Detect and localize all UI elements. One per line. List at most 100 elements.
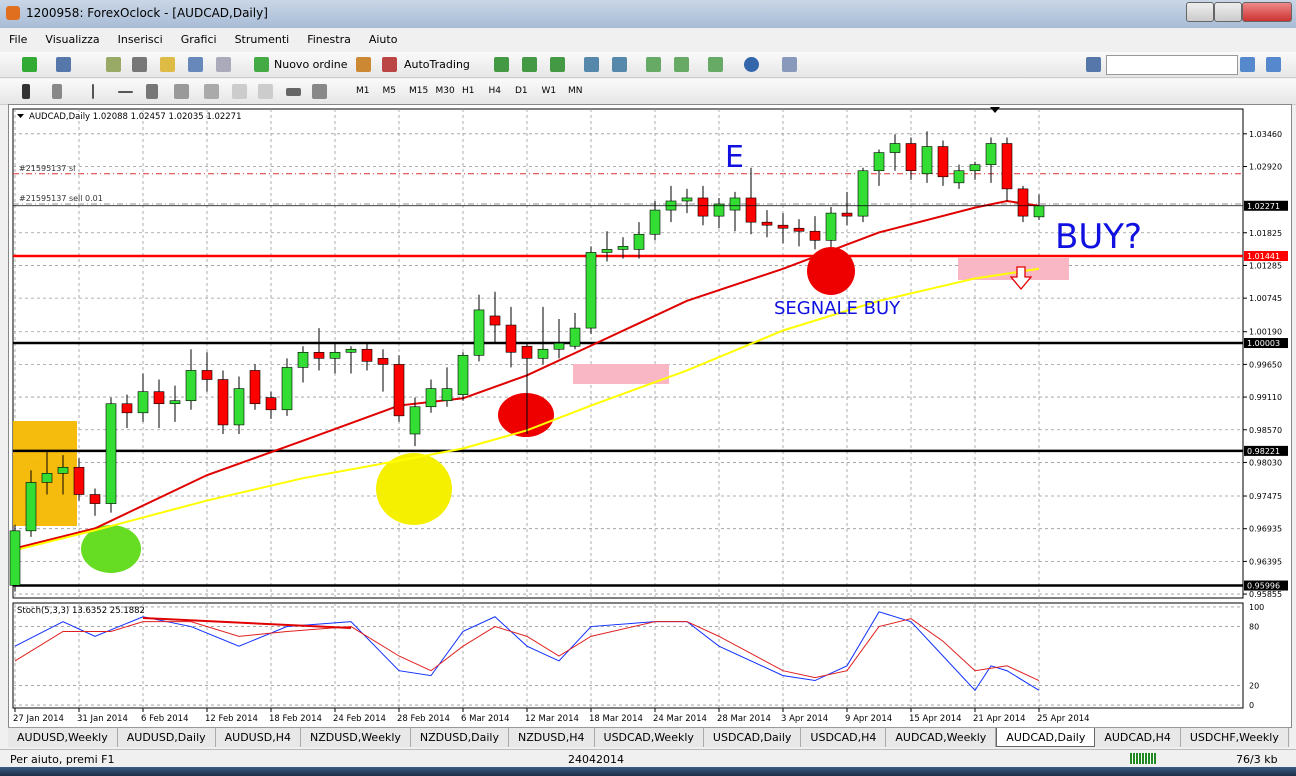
tool-icon[interactable] [674,57,689,72]
crosshair-tool[interactable] [52,84,62,99]
search-button[interactable] [1240,57,1255,72]
status-bar: Per aiuto, premi F1 24042014 76/3 kb [0,749,1296,767]
chart: 1.03460 1.02920 1.01825 1.01285 1.00745 1.001… [9,107,1288,724]
candle-body [697,197,709,217]
menu-item[interactable]: Finestra [307,33,351,46]
tool-icon[interactable] [550,57,565,72]
candle-body [473,309,485,356]
candle-body [521,345,533,359]
chart-tab[interactable]: USDCAD,Weekly [595,728,704,747]
candle-body [201,370,213,380]
menu-item[interactable]: Strumenti [234,33,290,46]
x-tick-label: 24 Feb 2014 [333,714,386,724]
minimize-button[interactable] [1186,2,1214,22]
tool-icon[interactable] [522,57,537,72]
menu-item[interactable]: Inserisci [117,33,163,46]
zoom-in[interactable] [584,57,599,72]
y-tick-label: 0.98570 [1249,426,1282,435]
chart-tab[interactable]: AUDUSD,Daily [118,728,216,747]
x-tick-label: 27 Jan 2014 [13,714,64,724]
tool-icon[interactable] [106,57,121,72]
tool-icon[interactable] [708,57,723,72]
chart-tab[interactable]: USDCAD,H4 [801,728,887,747]
chart-tab[interactable]: AUDCAD,Daily [996,728,1096,747]
hline-tool[interactable] [118,91,133,93]
chart-tab[interactable]: AUDUSD,H4 [216,728,301,747]
tool-icon[interactable] [174,84,189,99]
candle-body [89,494,101,504]
cursor-tool[interactable] [22,84,30,99]
tool-icon[interactable] [356,57,371,72]
candle-body [281,367,293,411]
chart-tab[interactable]: NZDUSD,Daily [411,728,509,747]
y-tick-label: 1.01825 [1249,229,1282,238]
stoch-line [14,611,1040,692]
menu-item[interactable]: Grafici [180,33,217,46]
chart-tab[interactable]: USDCHF,Weekly [1181,728,1289,747]
tool-icon[interactable] [782,57,797,72]
text-tool[interactable] [232,84,247,99]
label-tool[interactable] [258,84,273,99]
chart-tab[interactable]: AUDCAD,Weekly [886,728,997,747]
chart-tab[interactable]: NZDUSD,H4 [509,728,595,747]
tool-icon[interactable] [744,57,759,72]
x-tick-label: 18 Mar 2014 [589,714,643,724]
x-tick-label: 25 Apr 2014 [1037,714,1090,724]
x-tick-label: 21 Apr 2014 [973,714,1026,724]
tool-icon[interactable] [56,57,71,72]
timeframe-button[interactable]: MN [568,86,583,96]
timeframe-button[interactable]: M15 [409,86,429,96]
trendline-tool[interactable] [146,84,158,99]
timeframe-button[interactable]: M1 [356,86,370,96]
tool-icon[interactable] [132,57,147,72]
chart-tab[interactable]: AUDCAD,H4 [1095,728,1181,747]
tool-icon[interactable] [188,57,203,72]
tool-icon[interactable] [22,57,37,72]
timeframe-button[interactable]: H4 [488,86,502,96]
settings-icon[interactable] [1086,57,1101,72]
menu-item[interactable]: Visualizza [45,33,100,46]
menu-item[interactable]: Aiuto [368,33,398,46]
timeframe-button[interactable]: D1 [515,86,528,96]
tool-icon[interactable] [216,57,231,72]
timeframe-button[interactable]: H1 [462,86,475,96]
chart-tab[interactable]: USDCH [1289,728,1290,747]
new-order-icon[interactable] [254,57,269,72]
y-tick-label: 0.96395 [1249,557,1282,566]
y-tick-label: 0.95855 [1249,590,1282,599]
tool-icon[interactable] [646,57,661,72]
candle-body [825,212,837,241]
candle-body [377,358,389,365]
tool-icon[interactable] [286,88,301,96]
tool-icon[interactable] [160,57,175,72]
autotrading-button[interactable]: AutoTrading [404,58,470,71]
tool-icon[interactable] [312,84,327,99]
tool-icon[interactable] [204,84,219,99]
chart-tab[interactable]: NZDUSD,Weekly [301,728,411,747]
new-order-button[interactable]: Nuovo ordine [274,58,348,71]
timeframe-button[interactable]: W1 [541,86,557,96]
menu-item[interactable]: File [9,33,28,46]
candle-body [393,364,405,417]
stoch-panel-frame [12,602,1244,709]
close-button[interactable] [1242,2,1292,22]
level-label: 1.01441 [1247,252,1280,261]
candle-body [921,146,933,175]
candle-body [329,351,341,359]
maximize-button[interactable] [1214,2,1242,22]
chart-tab[interactable]: USDCAD,Daily [704,728,802,747]
zoom-out[interactable] [612,57,627,72]
timeframe-button[interactable]: M30 [435,86,455,96]
tool-icon[interactable] [494,57,509,72]
candle-body [553,342,565,350]
candle-body [681,197,693,202]
candle-body [137,391,149,414]
search-box[interactable] [1106,55,1238,75]
chart-tab[interactable]: AUDUSD,Weekly [8,728,118,747]
autotrading-icon[interactable] [382,57,397,72]
timeframe-button[interactable]: M5 [382,86,397,96]
current-price-box [1244,200,1288,211]
help-button[interactable] [1266,57,1281,72]
vline-tool[interactable] [92,84,94,99]
